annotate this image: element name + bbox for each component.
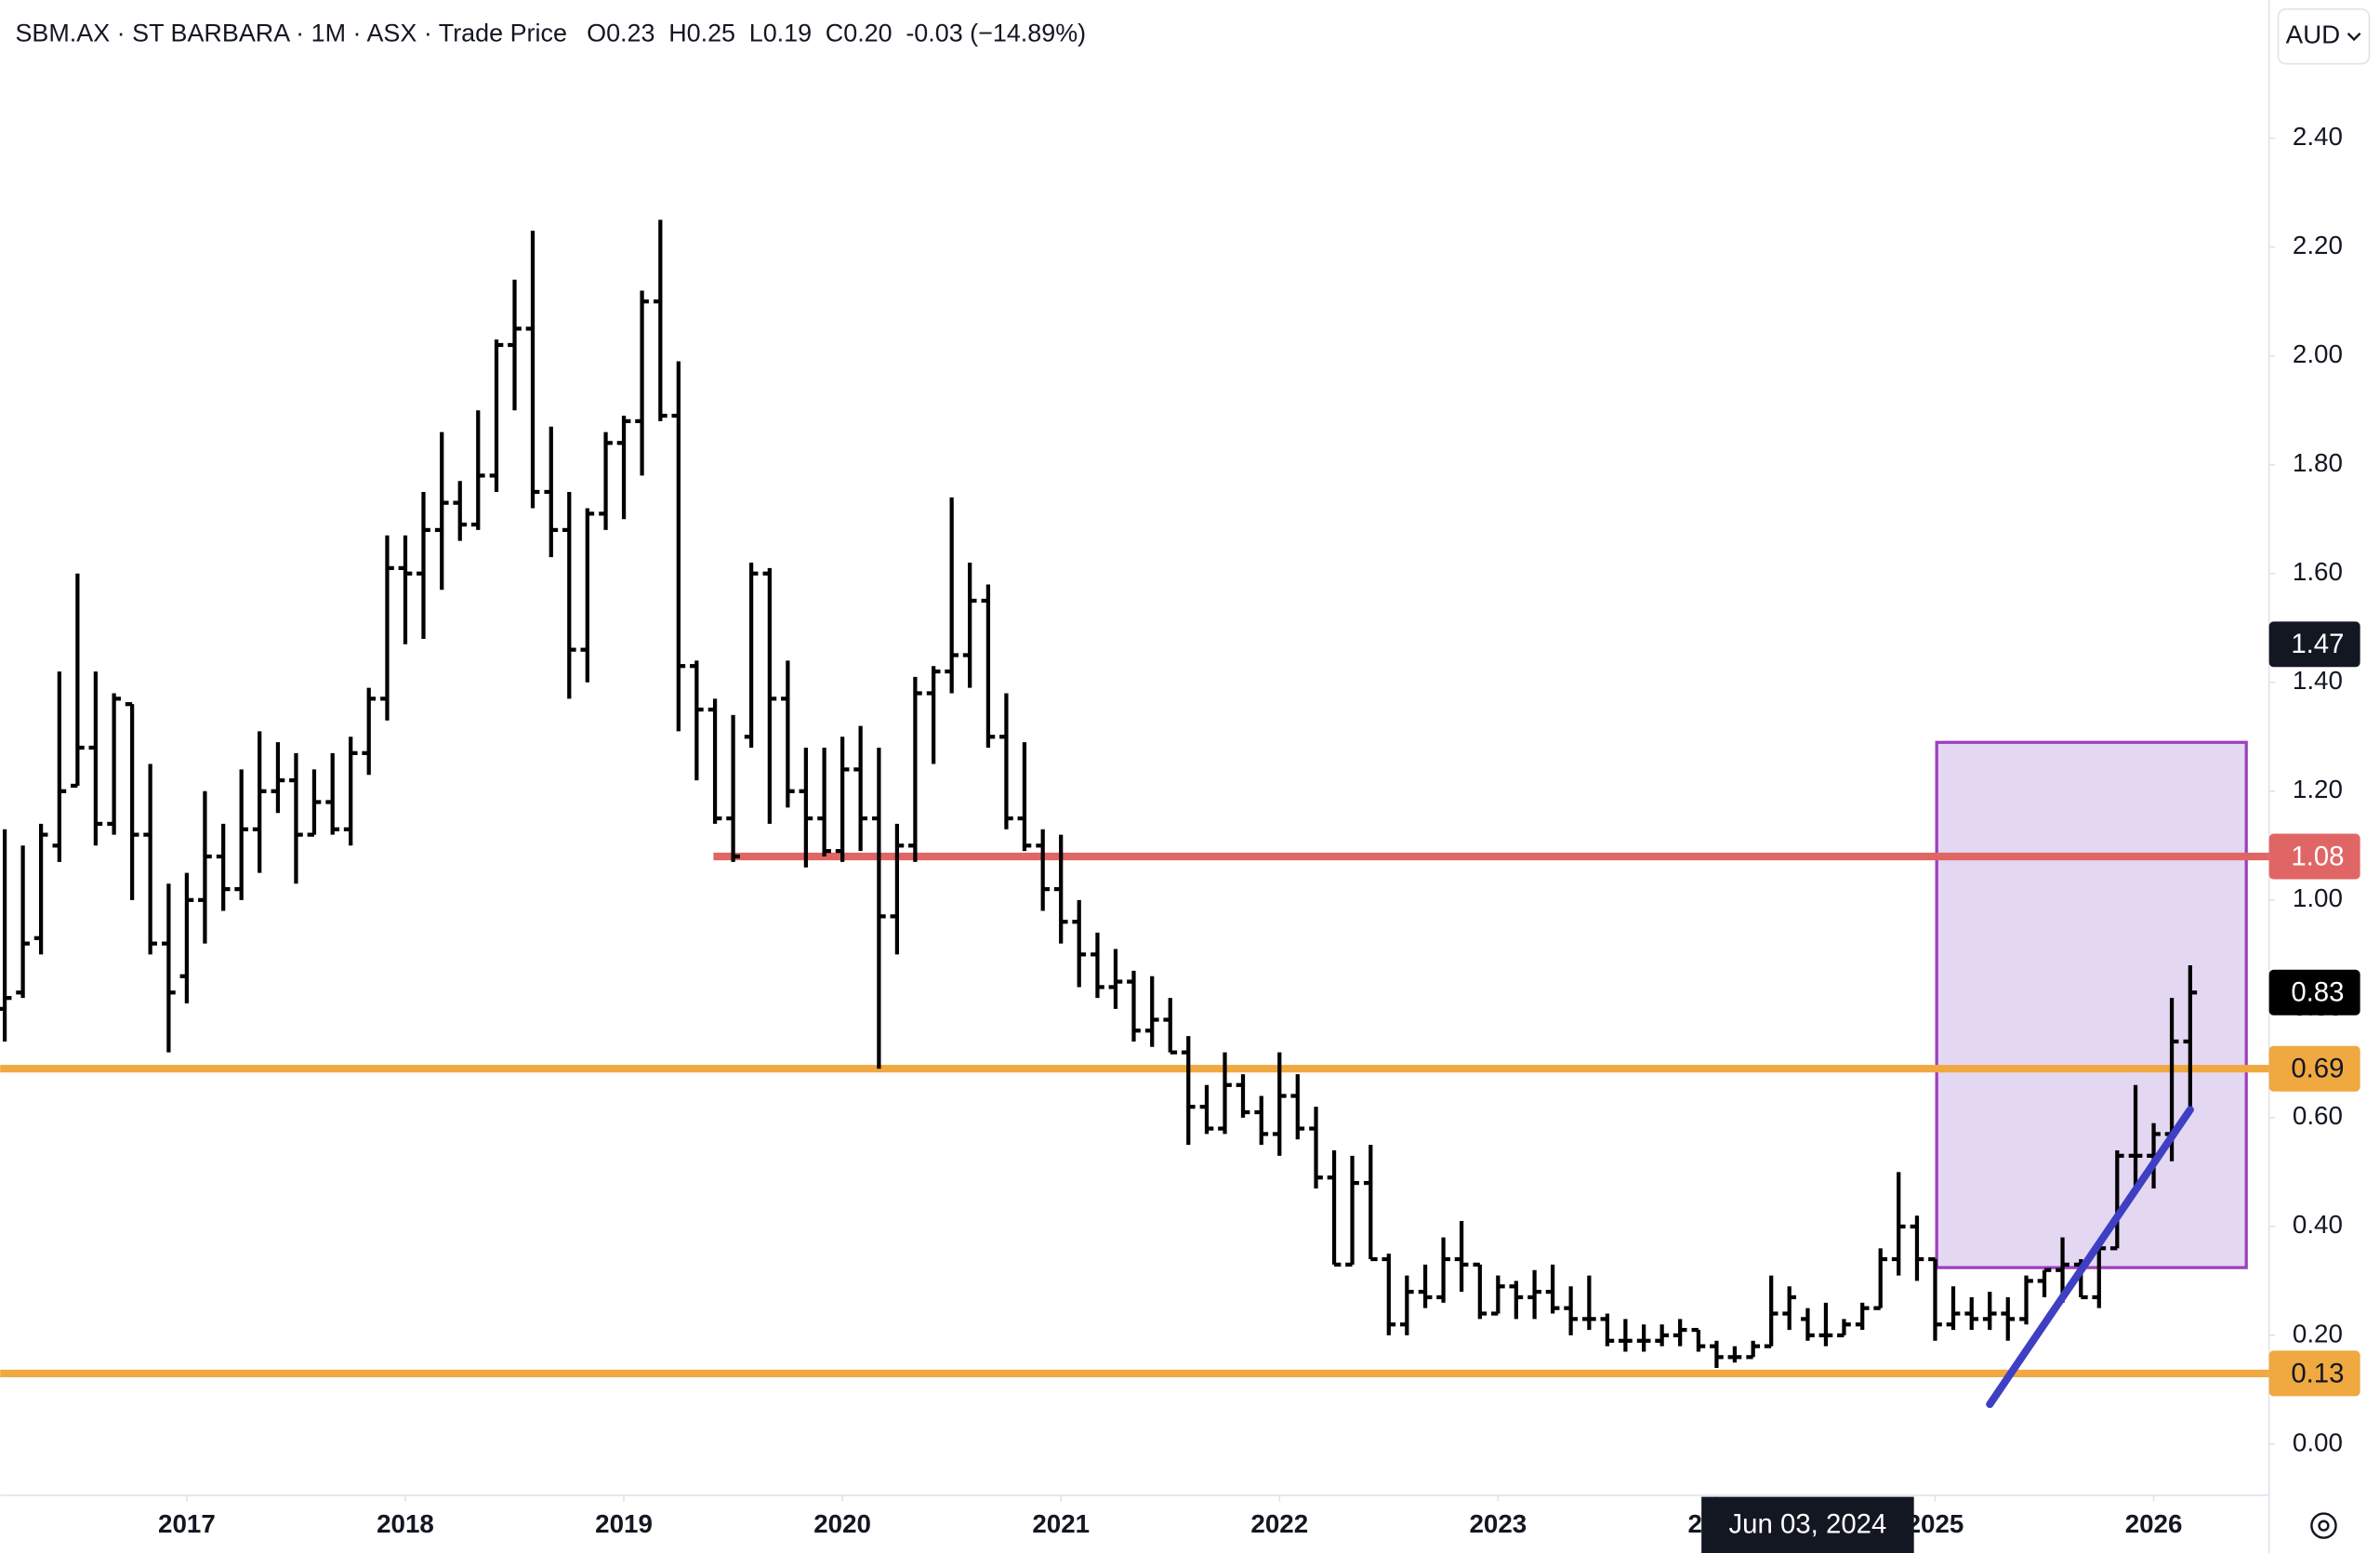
currency-label[interactable]: AUD [2286, 20, 2341, 49]
overlay: 1.08 0.69 0.13 0.83 1.47 Jun 03, 2024 [1701, 621, 2360, 1553]
x-tick-label: 2023 [1469, 1509, 1527, 1538]
crosshair-price-label: 1.47 [2291, 629, 2344, 659]
y-tick-label: 2.40 [2293, 122, 2343, 151]
x-tick-label: 2018 [377, 1509, 434, 1538]
level-label: 0.69 [2291, 1054, 2344, 1084]
x-tick-label: 2022 [1250, 1509, 1308, 1538]
last-price-label: 0.83 [2291, 977, 2344, 1008]
chart-header: SBM.AX · ST BARBARA · 1M · ASX · Trade P… [15, 20, 1086, 47]
settings-icon-center [2318, 1520, 2330, 1532]
symbol-title: SBM.AX · ST BARBARA · 1M · ASX · Trade P… [15, 20, 566, 47]
y-tick-label: 0.00 [2293, 1427, 2343, 1456]
y-tick-label: 1.40 [2293, 666, 2343, 695]
trend-line[interactable] [1986, 1106, 2194, 1409]
level-label: 1.08 [2291, 841, 2344, 871]
level-label-bg [2268, 833, 2360, 880]
settings-icon[interactable] [2310, 1512, 2337, 1539]
crosshair-price-label-bg [2268, 621, 2360, 668]
x-tick-label: 2020 [813, 1509, 871, 1538]
ohlc-close: C0.20 [826, 20, 892, 47]
x-tick-label: 2021 [1032, 1509, 1090, 1538]
y-tick-label: 1.60 [2293, 557, 2343, 586]
y-tick-label: 0.20 [2293, 1319, 2343, 1347]
ohlc-low: L0.19 [749, 20, 812, 47]
ohlc-high: H0.25 [668, 20, 735, 47]
level-label-bg [2268, 1350, 2360, 1397]
y-tick-label: 0.40 [2293, 1210, 2343, 1239]
y-tick-label: 2.00 [2293, 339, 2343, 368]
ohlc-open: O0.23 [587, 20, 654, 47]
level-label-bg [2268, 1045, 2360, 1092]
level-label: 0.13 [2291, 1358, 2344, 1388]
ohlc-change: -0.03 (−14.89%) [906, 20, 1086, 47]
crosshair-date-label: Jun 03, 2024 [1728, 1508, 1886, 1539]
y-tick-label: 1.20 [2293, 775, 2343, 803]
levels [0, 852, 2269, 1377]
axes: 0.000.200.400.600.801.001.201.401.601.80… [158, 122, 2343, 1538]
x-tick-label: 2026 [2125, 1509, 2183, 1538]
last-price-label-bg [2268, 969, 2360, 1015]
y-tick-label: 1.00 [2293, 883, 2343, 912]
currency-chevron [2347, 33, 2361, 42]
currency-button[interactable] [2277, 7, 2371, 65]
y-tick-label: 1.80 [2293, 448, 2343, 477]
crosshair-date-bg [1701, 1496, 1914, 1553]
x-tick-label: 2017 [158, 1509, 216, 1538]
y-tick-label: 2.20 [2293, 231, 2343, 259]
x-tick-label: 2019 [595, 1509, 653, 1538]
highlight-box[interactable] [1935, 740, 2248, 1269]
y-tick-label: 0.60 [2293, 1101, 2343, 1130]
x-tick-label: 2025 [1907, 1509, 1964, 1538]
